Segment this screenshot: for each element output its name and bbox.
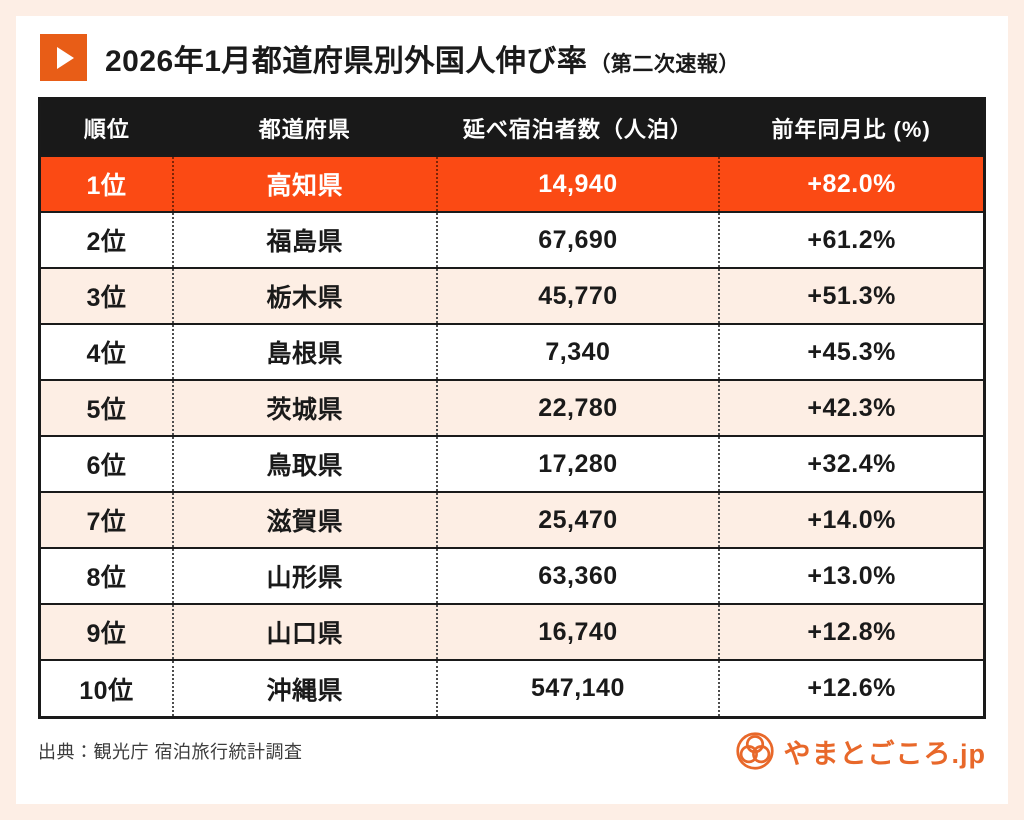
page-title-text: 2026年1月都道府県別外国人伸び率 — [105, 44, 588, 78]
yoy-cell: +12.6% — [718, 660, 983, 716]
yoy-cell: +51.3% — [718, 268, 983, 324]
prefecture-cell: 高知県 — [171, 156, 437, 212]
yoy-cell: +82.0% — [718, 156, 983, 212]
column-header-yoy: 前年同月比 (%) — [719, 100, 983, 156]
table-row: 6位 鳥取県 17,280 +32.4% — [41, 436, 983, 492]
infographic-card: 2026年1月都道府県別外国人伸び率（第二次速報） 順位 都道府県 延べ宿泊者数… — [16, 16, 1008, 804]
prefecture-cell: 茨城県 — [171, 380, 437, 436]
rank-cell: 4位 — [86, 340, 127, 368]
guest-nights-cell: 17,280 — [435, 436, 720, 492]
play-icon — [40, 34, 87, 81]
yoy-cell: +12.8% — [718, 604, 983, 660]
guest-nights-cell: 45,770 — [435, 268, 720, 324]
prefecture-cell: 沖縄県 — [171, 660, 437, 716]
prefecture-cell: 鳥取県 — [171, 436, 437, 492]
prefecture-cell: 福島県 — [171, 212, 437, 268]
guest-nights-cell: 63,360 — [435, 548, 720, 604]
page-title: 2026年1月都道府県別外国人伸び率（第二次速報） — [105, 36, 740, 80]
prefecture-cell: 栃木県 — [171, 268, 437, 324]
yoy-cell: +45.3% — [718, 324, 983, 380]
table-row: 4位 島根県 7,340 +45.3% — [41, 324, 983, 380]
guest-nights-cell: 25,470 — [435, 492, 720, 548]
guest-nights-cell: 14,940 — [435, 156, 720, 212]
table-row: 8位 山形県 63,360 +13.0% — [41, 548, 983, 604]
rank-cell: 2位 — [86, 228, 127, 256]
table-row: 5位 茨城県 22,780 +42.3% — [41, 380, 983, 436]
ranking-table: 順位 都道府県 延べ宿泊者数（人泊） 前年同月比 (%) 1位 高知県 14,9… — [41, 100, 983, 716]
yamatogokoro-logo: やまとごころ.jp — [735, 731, 987, 771]
rank-cell: 9位 — [41, 604, 173, 660]
table-header-row: 順位 都道府県 延べ宿泊者数（人泊） 前年同月比 (%) — [41, 100, 983, 156]
table-row: 7位 滋賀県 25,470 +14.0% — [41, 492, 983, 548]
page-title-subtitle: （第二次速報） — [589, 52, 740, 76]
prefecture-cell: 山形県 — [171, 548, 437, 604]
rank-cell: 10位 — [79, 676, 134, 705]
yamatogokoro-logo-icon — [735, 732, 774, 770]
guest-nights-cell: 22,780 — [435, 380, 720, 436]
guest-nights-cell: 7,340 — [435, 324, 720, 380]
yoy-cell: +13.0% — [718, 548, 983, 604]
rank-cell: 7位 — [41, 492, 173, 548]
rank-cell: 1位 — [41, 156, 173, 212]
column-header-prefecture: 都道府県 — [172, 100, 437, 156]
guest-nights-cell: 16,740 — [435, 604, 720, 660]
rank-cell: 3位 — [41, 268, 173, 324]
footer: 出典：観光庁 宿泊旅行統計調査 やまとごころ.jp — [38, 719, 986, 783]
rank-cell: 5位 — [41, 380, 173, 436]
yoy-cell: +14.0% — [718, 492, 983, 548]
column-header-rank: 順位 — [41, 100, 173, 156]
source-text: 出典：観光庁 宿泊旅行統計調査 — [38, 742, 303, 762]
guest-nights-cell: 547,140 — [435, 660, 720, 716]
rank-cell: 6位 — [86, 452, 127, 480]
yoy-cell: +42.3% — [718, 380, 983, 436]
table-row: 3位 栃木県 45,770 +51.3% — [41, 268, 983, 324]
column-header-guest-nights: 延べ宿泊者数（人泊） — [436, 100, 720, 156]
prefecture-cell: 滋賀県 — [171, 492, 437, 548]
table-row: 10位 沖縄県 547,140 +12.6% — [41, 660, 983, 716]
logo-text: やまとごころ.jp — [783, 738, 986, 769]
prefecture-cell: 山口県 — [171, 604, 437, 660]
table-row: 2位 福島県 67,690 +61.2% — [41, 212, 983, 268]
yoy-cell: +32.4% — [718, 436, 983, 492]
guest-nights-cell: 67,690 — [435, 212, 720, 268]
prefecture-cell: 島根県 — [171, 324, 437, 380]
ranking-table-wrap: 順位 都道府県 延べ宿泊者数（人泊） 前年同月比 (%) 1位 高知県 14,9… — [38, 97, 986, 719]
table-row: 1位 高知県 14,940 +82.0% — [41, 156, 983, 212]
table-row: 9位 山口県 16,740 +12.8% — [41, 604, 983, 660]
rank-cell: 8位 — [86, 564, 127, 592]
title-bar: 2026年1月都道府県別外国人伸び率（第二次速報） — [16, 16, 1008, 82]
yoy-cell: +61.2% — [718, 212, 983, 268]
